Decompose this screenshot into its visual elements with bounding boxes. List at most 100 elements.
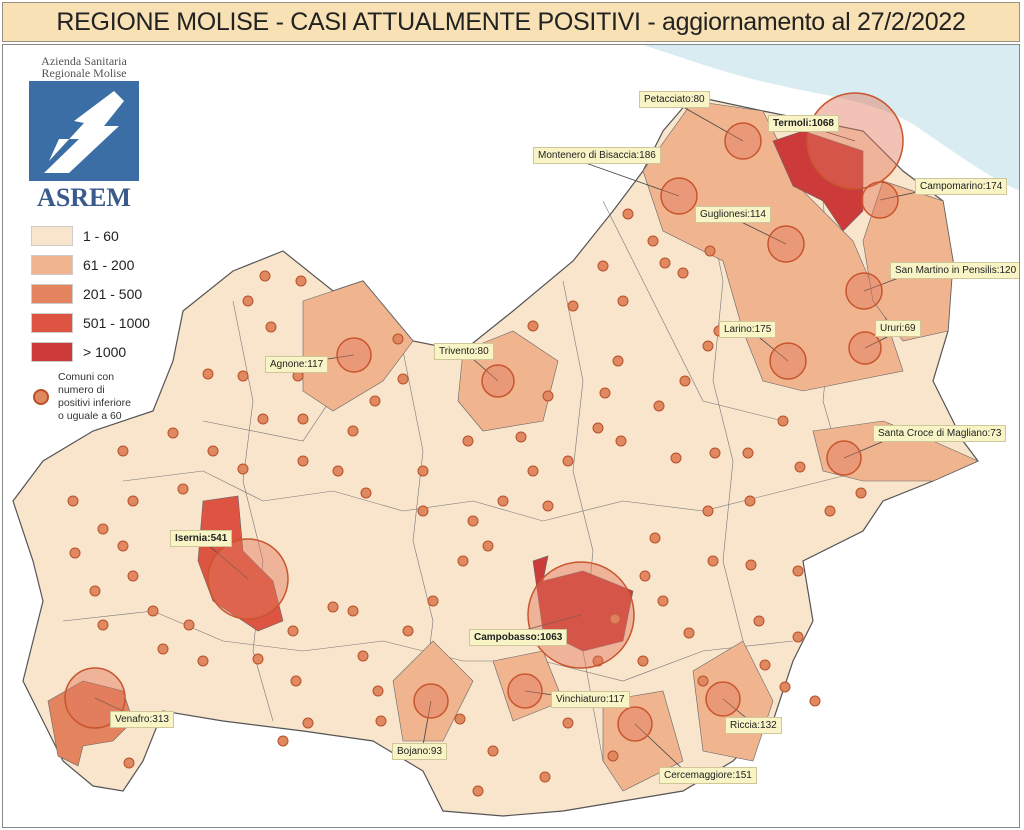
legend-item: 61 - 200 xyxy=(31,250,150,279)
comune-label: Ururi:69 xyxy=(875,320,921,337)
comune-circle xyxy=(769,342,807,380)
small-comune-marker xyxy=(295,275,307,287)
comune-label: Bojano:93 xyxy=(392,743,448,760)
small-comune-marker xyxy=(357,650,369,662)
callout-leader xyxy=(421,700,432,752)
small-comune-marker xyxy=(472,785,484,797)
small-comune-marker xyxy=(259,270,271,282)
comune-label: Riccia:132 xyxy=(725,717,782,734)
logo-line2: Regionale Molise xyxy=(41,66,127,80)
small-comune-marker xyxy=(679,375,691,387)
small-comune-marker xyxy=(562,455,574,467)
comune-label: Larino:175 xyxy=(719,321,777,338)
small-comune-marker xyxy=(617,295,629,307)
small-comune-marker xyxy=(707,555,719,567)
small-comune-marker xyxy=(744,495,756,507)
small-comune-marker xyxy=(759,659,771,671)
comune-circle xyxy=(617,706,653,742)
logo-line1: Azienda Sanitaria xyxy=(41,54,127,68)
small-comune-marker xyxy=(290,675,302,687)
small-comune-marker xyxy=(242,295,254,307)
comune-label: Guglionesi:114 xyxy=(695,206,771,223)
small-comuni-markers xyxy=(67,208,867,797)
small-comune-marker xyxy=(792,631,804,643)
legend-label: 61 - 200 xyxy=(83,256,135,273)
small-comune-marker xyxy=(567,300,579,312)
small-comune-marker xyxy=(709,447,721,459)
small-comune-marker xyxy=(527,320,539,332)
small-comune-marker xyxy=(462,435,474,447)
small-comune-marker xyxy=(612,355,624,367)
small-comune-marker xyxy=(177,483,189,495)
small-comune-marker xyxy=(562,717,574,729)
asrem-logo: Azienda Sanitaria Regionale Molise ASREM xyxy=(27,55,141,213)
highlighted-comuni xyxy=(47,100,979,792)
small-comune-marker xyxy=(297,455,309,467)
legend-swatch xyxy=(31,341,73,362)
comune-label: Vinchiaturo:117 xyxy=(551,691,630,708)
small-comune-marker xyxy=(397,373,409,385)
comune-circle xyxy=(705,681,741,717)
small-comune-marker xyxy=(392,333,404,345)
small-comune-marker xyxy=(527,465,539,477)
legend-item: 501 - 1000 xyxy=(31,308,150,337)
sea xyxy=(643,45,1019,191)
map-title: REGIONE MOLISE - CASI ATTUALMENTE POSITI… xyxy=(2,2,1020,42)
small-comune-marker xyxy=(670,452,682,464)
legend-swatch xyxy=(31,225,73,246)
small-comune-marker xyxy=(287,625,299,637)
comune-label: Santa Croce di Magliano:73 xyxy=(873,425,1007,442)
small-comune-marker xyxy=(599,387,611,399)
legend-swatch xyxy=(31,283,73,304)
small-comune-marker xyxy=(360,487,372,499)
small-comune-marker xyxy=(753,615,765,627)
legend-note: Comuni con numero di positivi inferiore … xyxy=(33,371,138,423)
small-comune-marker xyxy=(497,495,509,507)
comune-label: Isernia:541 xyxy=(170,530,233,547)
comune-circle xyxy=(207,538,289,620)
small-comune-marker xyxy=(702,505,714,517)
small-comune-marker xyxy=(237,463,249,475)
small-comune-marker xyxy=(123,757,135,769)
small-comune-marker xyxy=(117,540,129,552)
comune-label: Montenero di Bisaccia:186 xyxy=(533,147,661,164)
comune-circle xyxy=(861,181,899,219)
small-comune-marker xyxy=(157,643,169,655)
small-comune-marker xyxy=(375,715,387,727)
comune-circle xyxy=(848,331,882,365)
marker-dot-icon xyxy=(33,389,49,405)
small-comune-marker xyxy=(89,585,101,597)
small-comune-marker xyxy=(622,208,634,220)
small-comune-marker xyxy=(824,505,836,517)
comune-label: Termoli:1068 xyxy=(768,115,839,132)
small-comune-marker xyxy=(539,771,551,783)
legend-label: 1 - 60 xyxy=(83,227,119,244)
small-comune-marker xyxy=(597,260,609,272)
small-comune-marker xyxy=(252,653,264,665)
small-comune-marker xyxy=(657,595,669,607)
small-comune-marker xyxy=(372,685,384,697)
small-comune-marker xyxy=(332,465,344,477)
small-comune-marker xyxy=(792,565,804,577)
small-comune-marker xyxy=(653,400,665,412)
small-comune-marker xyxy=(417,465,429,477)
legend-label: 501 - 1000 xyxy=(83,314,150,331)
comune-label: Cercemaggiore:151 xyxy=(659,767,757,784)
comune-circle xyxy=(527,561,635,669)
legend: 1 - 60 61 - 200 201 - 500 501 - 1000 > 1… xyxy=(31,221,150,366)
small-comune-marker xyxy=(69,547,81,559)
small-comune-marker xyxy=(167,427,179,439)
comune-circle xyxy=(660,177,698,215)
small-comune-marker xyxy=(542,390,554,402)
callout-leader xyxy=(634,723,690,776)
comune-circle xyxy=(826,440,862,476)
small-comune-marker xyxy=(542,500,554,512)
small-comune-marker xyxy=(127,570,139,582)
legend-swatch xyxy=(31,254,73,275)
comune-label: Venafro:313 xyxy=(110,711,174,728)
small-comune-marker xyxy=(147,605,159,617)
small-comune-marker xyxy=(67,495,79,507)
small-comune-marker xyxy=(745,559,757,571)
small-comune-marker xyxy=(855,487,867,499)
legend-item: > 1000 xyxy=(31,337,150,366)
